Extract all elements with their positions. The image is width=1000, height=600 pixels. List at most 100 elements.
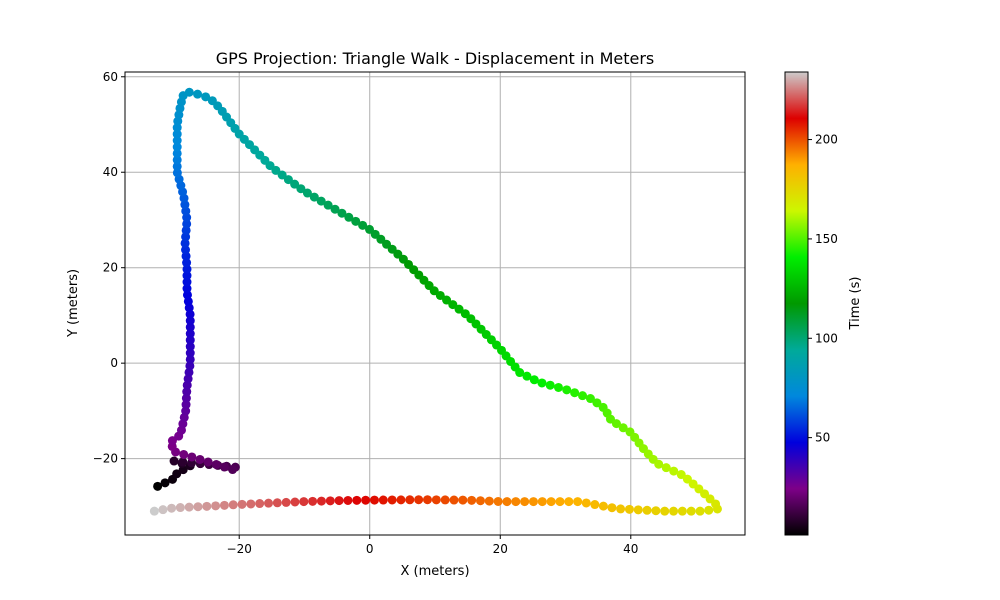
data-point [185,316,195,326]
data-point [405,495,415,505]
data-point [158,505,168,515]
data-point [181,225,191,235]
data-point [592,398,602,408]
data-point [185,322,195,332]
data-point [581,498,591,508]
data-point [343,495,353,505]
data-point [449,495,459,505]
data-point [185,329,195,339]
y-tick-label: −20 [93,452,118,466]
data-point [467,495,477,505]
data-point [181,232,191,242]
data-point [590,500,600,510]
data-point [642,505,652,515]
data-point [182,271,192,281]
data-point [712,504,722,514]
data-point [414,495,424,505]
data-point [185,361,195,371]
x-tick-label: 0 [366,542,374,556]
data-point [281,497,291,507]
data-point [172,155,182,165]
data-point [669,466,679,476]
data-point [553,382,563,392]
data-point [429,286,439,296]
data-point [475,496,485,506]
data-point [181,251,191,261]
data-point [704,505,714,515]
data-point [537,378,547,388]
data-point [651,506,661,516]
data-point [184,502,194,512]
data-point [181,245,191,255]
data-point [387,495,397,505]
data-point [337,208,347,218]
data-point [160,478,170,488]
data-point [185,354,195,364]
data-point [316,496,326,506]
colorbar-label: Time (s) [848,277,863,331]
data-point [396,495,406,505]
y-tick-label: 60 [103,70,118,84]
colorbar [784,71,809,536]
data-point [431,495,441,505]
data-point [167,503,177,513]
data-point [323,200,333,210]
data-point [607,503,617,513]
data-point [290,497,300,507]
y-tick-label: 40 [103,165,118,179]
data-point [185,348,195,358]
data-point [522,371,532,381]
data-point [153,481,163,491]
data-point [686,506,696,516]
data-point [193,89,203,99]
data-point [178,457,188,467]
data-point [246,499,256,509]
data-point [309,192,319,202]
data-point [202,501,212,511]
colorbar-tick-label: 50 [815,431,830,445]
data-point [219,462,229,472]
colorbar-axis: 50 100 150 200 [808,133,838,445]
data-point [546,497,556,507]
colorbar-tick-label: 200 [815,133,838,147]
colorbar-tick-label: 150 [815,232,838,246]
data-point [528,497,538,507]
x-tick-label: −20 [227,542,252,556]
data-point [611,419,621,429]
data-point [618,423,628,433]
data-point [182,258,192,268]
data-point [290,179,300,189]
data-point [598,501,608,511]
data-point [211,501,221,511]
data-point [167,436,177,446]
data-point [369,495,379,505]
data-point [172,469,182,479]
data-point [277,170,287,180]
data-point [255,499,265,509]
data-point [187,452,197,462]
data-point [334,496,344,506]
data-point [172,129,182,139]
x-tick-label: 20 [493,542,508,556]
data-point [299,497,309,507]
data-point [325,496,335,506]
y-tick-label: 20 [103,261,118,275]
data-point [182,219,192,229]
data-point [440,495,450,505]
data-point [676,470,686,480]
data-point [182,284,192,294]
data-point [573,497,583,507]
data-point [677,506,687,516]
data-point [228,465,238,475]
data-point [203,457,213,467]
data-point [511,497,521,507]
data-point [330,204,340,214]
data-point [175,503,185,513]
data-point [172,136,182,146]
data-point [564,497,574,507]
data-point [272,498,282,508]
data-point [182,387,192,397]
data-point [172,161,182,171]
data-point [484,496,494,506]
